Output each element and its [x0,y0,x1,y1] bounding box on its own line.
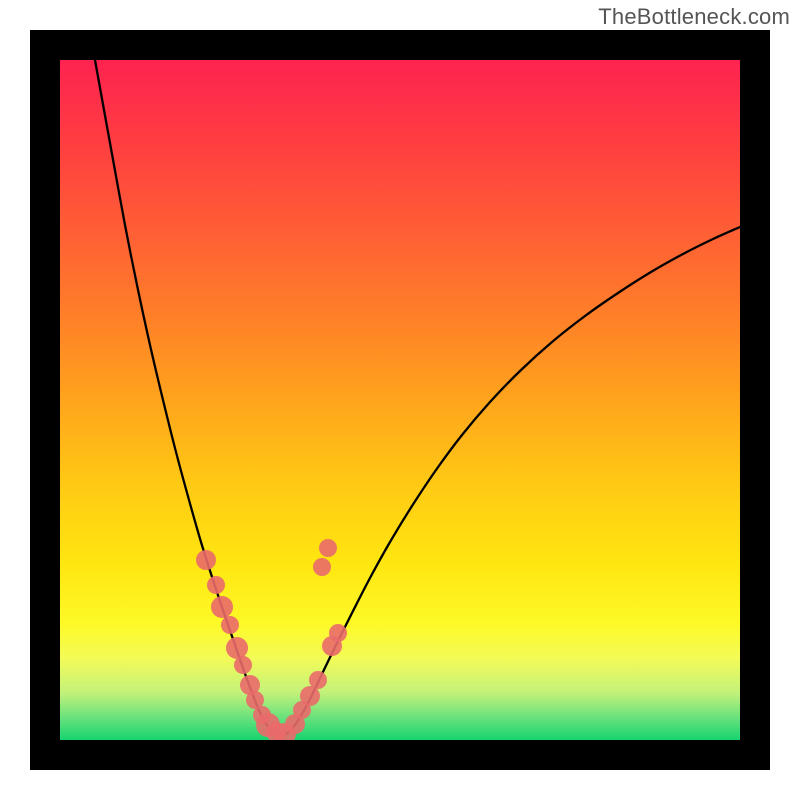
scatter-bead [226,637,248,659]
scatter-bead [329,624,347,642]
scatter-bead [207,576,225,594]
scatter-bead [234,656,252,674]
scatter-bead [300,686,320,706]
scatter-bead [313,558,331,576]
chart-svg [0,0,800,800]
scatter-bead [211,596,233,618]
scatter-bead [196,550,216,570]
chart-stage: TheBottleneck.com [0,0,800,800]
watermark-text: TheBottleneck.com [598,4,790,30]
scatter-bead [221,616,239,634]
scatter-bead [319,539,337,557]
scatter-bead [309,671,327,689]
